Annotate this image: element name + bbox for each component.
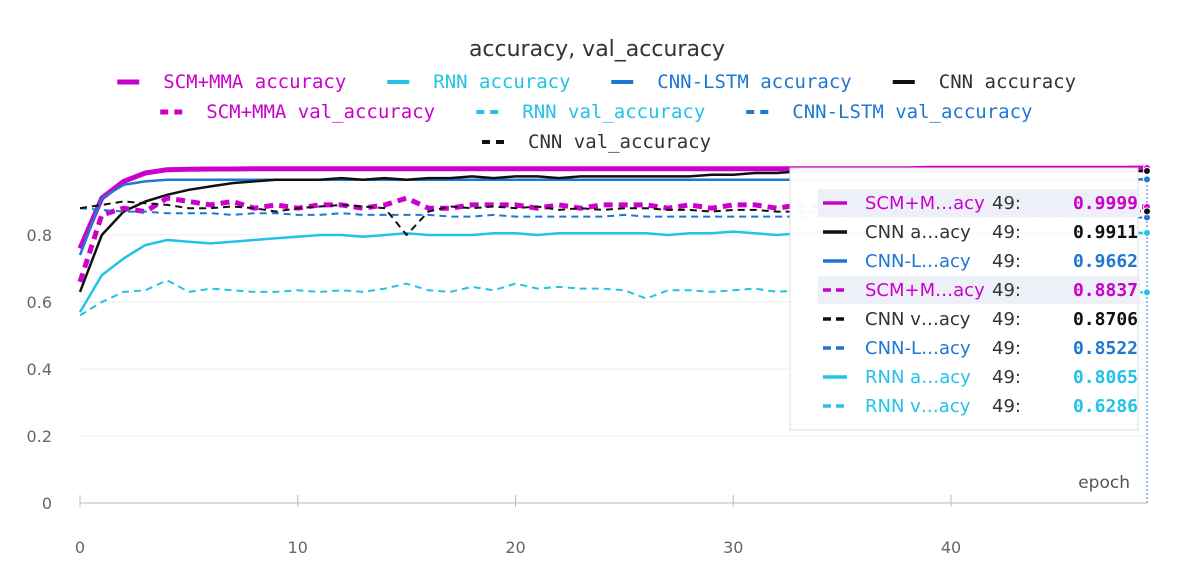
tooltip-row-highlight: [818, 189, 1140, 217]
chart-title: accuracy, val_accuracy: [469, 37, 725, 62]
tooltip-step: 49:: [992, 338, 1021, 359]
legend-item: SCM+MMA val_accuracy: [160, 101, 435, 123]
endpoint-marker: [1143, 175, 1151, 184]
y-tick-label: 0: [42, 494, 52, 513]
tooltip-row: CNN v…acy 49: 0.8706: [823, 309, 1138, 330]
legend-item: CNN val_accuracy: [482, 131, 711, 153]
y-axis-ticks: 0 0.2 0.4 0.6 0.8: [27, 226, 52, 513]
tooltip-step: 49:: [992, 309, 1021, 330]
legend-label: CNN-LSTM accuracy: [657, 71, 851, 93]
tooltip-label: CNN a…acy: [865, 222, 971, 243]
legend-item: CNN-LSTM accuracy: [611, 71, 852, 93]
tooltip-value: 0.9999: [1073, 193, 1138, 214]
tooltip-row: RNN a…acy 49: 0.8065: [823, 367, 1138, 388]
y-tick-label: 0.4: [27, 360, 52, 379]
tooltip-label: RNN a…acy: [865, 367, 971, 388]
legend-label: CNN-LSTM val_accuracy: [792, 101, 1032, 123]
tooltip-row: SCM+M…acy 49: 0.9999: [818, 189, 1140, 217]
tooltip-label: CNN v…acy: [865, 309, 971, 330]
endpoint-marker: [1143, 166, 1151, 175]
tooltip-value: 0.9662: [1073, 251, 1138, 272]
hover-endpoints: [1143, 164, 1151, 297]
legend: SCM+MMA accuracy RNN accuracy CNN-LSTM acc…: [117, 71, 1076, 153]
endpoint-marker: [1143, 207, 1151, 216]
tooltip-value: 0.9911: [1073, 222, 1138, 243]
x-axis: 0 10 20 30 40: [75, 495, 1147, 557]
legend-item: SCM+MMA accuracy: [117, 71, 346, 93]
tooltip-row: CNN-L…acy 49: 0.8522: [823, 338, 1138, 359]
legend-label: RNN val_accuracy: [522, 101, 705, 123]
tooltip-label: RNN v…acy: [865, 396, 971, 417]
tooltip-value: 0.8522: [1073, 338, 1138, 359]
legend-item: CNN accuracy: [892, 71, 1076, 93]
legend-label: CNN val_accuracy: [528, 131, 711, 153]
tooltip-label: CNN-L…acy: [865, 251, 971, 272]
hover-tooltip: SCM+M…acy 49: 0.9999 CNN a…acy 49: 0.9911 CNN-…: [789, 167, 1140, 431]
tooltip-row: CNN-L…acy 49: 0.9662: [823, 251, 1138, 272]
tooltip-step: 49:: [992, 280, 1021, 301]
legend-label: SCM+MMA accuracy: [163, 71, 346, 93]
legend-item: RNN accuracy: [387, 71, 571, 93]
x-tick-label: 0: [75, 538, 85, 557]
x-tick-label: 40: [941, 538, 961, 557]
endpoint-marker: [1143, 288, 1151, 297]
y-tick-label: 0.8: [27, 226, 52, 245]
legend-label: CNN accuracy: [939, 71, 1076, 93]
x-tick-label: 30: [723, 538, 743, 557]
tooltip-row-highlight: [818, 276, 1140, 304]
tooltip-step: 49:: [992, 222, 1021, 243]
x-tick-label: 20: [505, 538, 525, 557]
tooltip-row: SCM+M…acy 49: 0.8837: [818, 276, 1140, 304]
y-tick-label: 0.2: [27, 427, 52, 446]
tooltip-label: SCM+M…acy: [865, 280, 985, 301]
legend-item: CNN-LSTM val_accuracy: [746, 101, 1032, 123]
tooltip-value: 0.8837: [1073, 280, 1138, 301]
legend-label: RNN accuracy: [433, 71, 570, 93]
endpoint-marker: [1143, 228, 1151, 237]
legend-label: SCM+MMA val_accuracy: [206, 101, 435, 123]
y-tick-label: 0.6: [27, 293, 52, 312]
legend-item: RNN val_accuracy: [476, 101, 705, 123]
tooltip-value: 0.8706: [1073, 309, 1138, 330]
tooltip-step: 49:: [992, 367, 1021, 388]
tooltip-step: 49:: [992, 396, 1021, 417]
tooltip-row: RNN v…acy 49: 0.6286: [823, 396, 1138, 417]
x-tick-label: 10: [288, 538, 308, 557]
tooltip-row: CNN a…acy 49: 0.9911: [823, 222, 1138, 243]
tooltip-label: CNN-L…acy: [865, 338, 971, 359]
x-axis-label: epoch: [1078, 473, 1130, 493]
tooltip-value: 0.6286: [1073, 396, 1138, 417]
tooltip-step: 49:: [992, 193, 1021, 214]
tooltip-label: SCM+M…acy: [865, 193, 985, 214]
tooltip-step: 49:: [992, 251, 1021, 272]
tooltip-value: 0.8065: [1073, 367, 1138, 388]
